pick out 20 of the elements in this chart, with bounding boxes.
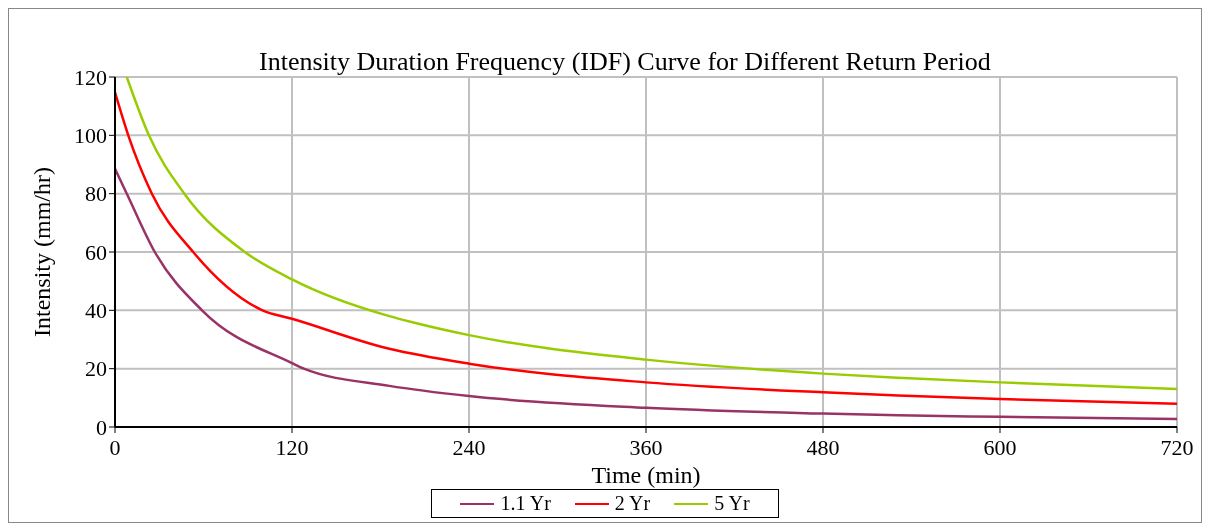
y-tick-label: 80 — [85, 181, 107, 207]
y-tick-label: 100 — [74, 123, 107, 149]
y-axis-title: Intensity (mm/hr) — [28, 167, 55, 337]
x-axis-title: Time (min) — [591, 462, 701, 488]
x-tick-label: 240 — [452, 434, 486, 460]
x-tick-label: 360 — [629, 434, 663, 460]
x-tick-label: 480 — [806, 434, 840, 460]
legend-label: 5 Yr — [714, 492, 750, 515]
chart-title: Intensity Duration Frequency (IDF) Curve for Different Return Period — [259, 47, 991, 77]
x-tick-label: 120 — [275, 434, 309, 460]
x-tick-label: 600 — [983, 434, 1017, 460]
y-tick-label: 0 — [96, 414, 107, 440]
y-tick-label: 20 — [85, 356, 107, 382]
y-tick-label: 120 — [74, 64, 107, 90]
y-tick-label: 40 — [85, 298, 107, 324]
legend-label: 1.1 Yr — [500, 492, 551, 515]
legend-label: 2 Yr — [614, 492, 651, 515]
y-tick-label: 60 — [85, 239, 107, 265]
line-series — [115, 167, 1177, 421]
x-tick-label: 720 — [1160, 434, 1194, 460]
